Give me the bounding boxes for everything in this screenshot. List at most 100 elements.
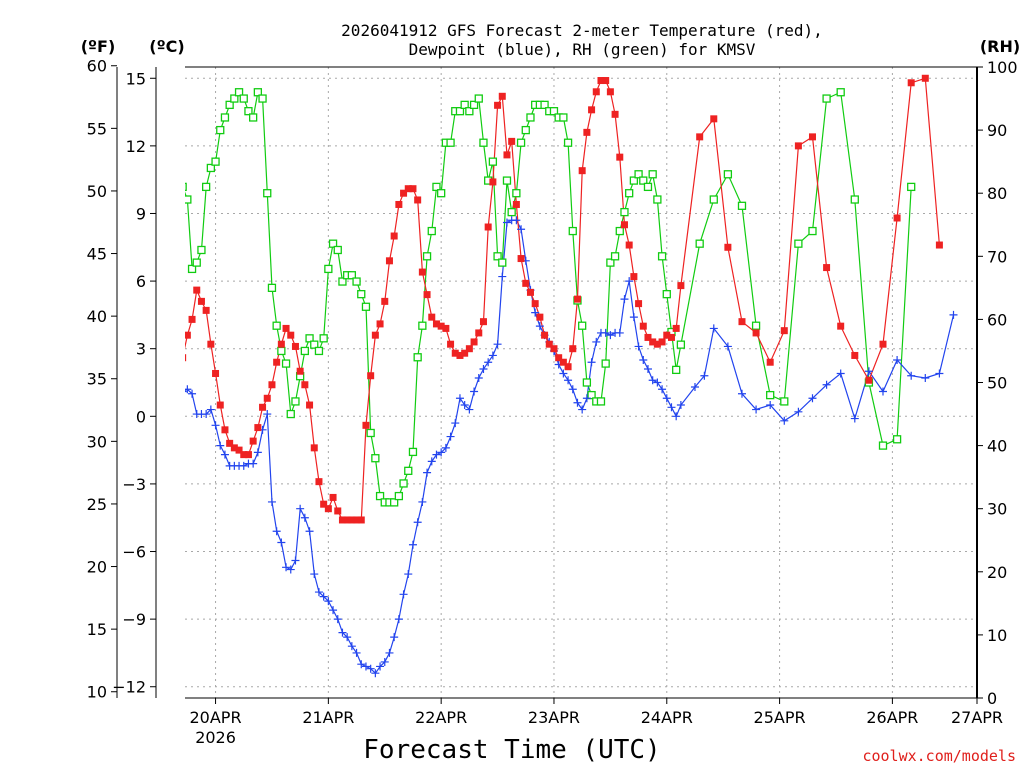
dewpoint-point [658, 385, 667, 394]
dewpoint-point [347, 642, 356, 651]
rh-point [610, 252, 620, 261]
dewpoint-point [559, 369, 568, 378]
fahrenheit-tick-label: 25 [87, 495, 107, 514]
dewpoint-line [185, 219, 955, 675]
rh-point [399, 479, 408, 488]
temperature-point [310, 444, 318, 452]
dewpoint-point [620, 295, 629, 304]
temperature-point [338, 516, 346, 524]
temperature-point [630, 273, 638, 281]
dewpoint-point [305, 527, 314, 536]
temperature-point [569, 345, 577, 353]
dewpoint-point [216, 441, 225, 450]
dewpoint-point [643, 364, 652, 373]
dewpoint-point [185, 390, 187, 393]
temperature-point [437, 322, 445, 330]
temperature-point [639, 322, 647, 330]
dewpoint-point [676, 401, 685, 410]
celsius-tick-label: −12 [112, 678, 146, 697]
temperature-point [498, 92, 506, 100]
temperature-point [696, 133, 704, 141]
rh-point [394, 491, 404, 501]
temperature-point [808, 133, 816, 141]
temperature-point [207, 340, 215, 348]
celsius-unit-label: (ºC) [149, 37, 184, 56]
temperature-point [522, 279, 530, 287]
temperature-point [503, 151, 511, 159]
rh-point [601, 359, 610, 368]
rh-point [629, 176, 639, 185]
temperature-point [447, 340, 455, 348]
rh-point [662, 290, 671, 299]
temperature-point [738, 318, 746, 326]
temperature-point [865, 376, 873, 384]
dewpoint-point [291, 556, 300, 565]
dewpoint-point [662, 394, 671, 403]
temperature-point [390, 232, 398, 240]
temperature-point [677, 282, 685, 290]
rh-point [310, 340, 319, 349]
rh-point [582, 378, 592, 387]
rh-tick-label: 30 [987, 500, 1007, 519]
dewpoint-point [648, 376, 657, 385]
dewpoint-point [451, 419, 460, 428]
temperature-point [202, 306, 210, 314]
temperature-point [193, 286, 201, 294]
temperature-point [268, 381, 276, 389]
dewpoint-point [723, 342, 732, 351]
rh-point [277, 346, 286, 356]
dewpoint-point [766, 401, 775, 410]
temperature-point [578, 167, 586, 175]
temperature-point [597, 77, 605, 85]
temperature-point [376, 320, 384, 328]
temperature-point [226, 439, 234, 447]
dewpoint-point [935, 369, 944, 378]
rh-point [653, 195, 662, 204]
dewpoint-point [371, 669, 380, 678]
rh-point [338, 277, 347, 286]
chart-title-line-2: Dewpoint (blue), RH (green) for KMSV [409, 40, 756, 59]
rh-point [676, 340, 686, 349]
temperature-point [635, 300, 643, 308]
temperature-point [291, 342, 299, 350]
fahrenheit-tick-label: 45 [87, 245, 107, 264]
dewpoint-point [286, 565, 295, 574]
dewpoint-point [629, 313, 638, 322]
temperature-point [240, 451, 248, 459]
temperature-point [357, 516, 365, 524]
dewpoint-point [185, 385, 192, 394]
dewpoint-point [376, 662, 385, 671]
rh-point [907, 182, 916, 192]
rh-point [319, 334, 328, 343]
dewpoint-point [474, 373, 483, 382]
rh-point [808, 226, 817, 236]
dewpoint-point [413, 518, 422, 527]
rh-point [512, 189, 521, 198]
temperature-point [461, 349, 469, 357]
celsius-tick-label: 15 [126, 69, 146, 88]
temperature-point [259, 403, 267, 411]
fahrenheit-tick-label: 30 [87, 432, 107, 451]
temperature-point [320, 500, 328, 508]
rh-point [516, 138, 526, 147]
rh-point [263, 189, 272, 198]
rh-point [521, 125, 530, 135]
dewpoint-point [441, 443, 450, 452]
rh-point [549, 107, 559, 116]
temperature-point [362, 421, 370, 429]
temperature-point [348, 516, 356, 524]
dewpoint-point [907, 371, 916, 380]
celsius-tick-label: −3 [122, 475, 146, 494]
dewpoint-point [455, 394, 464, 403]
rh-tick-label: 50 [987, 374, 1007, 393]
rh-point [418, 321, 427, 330]
dewpoint-point [893, 355, 902, 364]
temperature-point [423, 291, 431, 299]
fahrenheit-tick-label: 35 [87, 370, 107, 389]
temperature-point [780, 327, 788, 335]
dewpoint-point [352, 648, 361, 657]
dewpoint-point [263, 410, 272, 419]
temperature-point [456, 351, 464, 359]
rh-point [333, 245, 342, 255]
dewpoint-point [564, 376, 573, 385]
